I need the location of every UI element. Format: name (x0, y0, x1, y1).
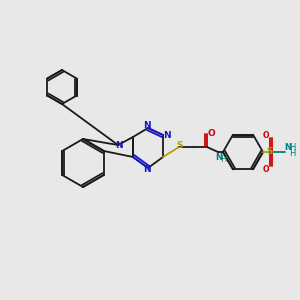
Text: N: N (215, 152, 223, 161)
Text: H: H (289, 149, 295, 158)
Text: N: N (143, 122, 151, 130)
Text: O: O (207, 128, 215, 137)
Text: O: O (263, 130, 269, 140)
Text: N: N (143, 166, 151, 175)
Text: N: N (284, 143, 292, 152)
Text: N: N (115, 140, 123, 149)
Text: S: S (267, 148, 273, 157)
Text: O: O (263, 164, 269, 173)
Text: N: N (163, 130, 171, 140)
Text: H: H (289, 143, 295, 152)
Text: H: H (220, 155, 226, 164)
Text: S: S (177, 142, 183, 151)
